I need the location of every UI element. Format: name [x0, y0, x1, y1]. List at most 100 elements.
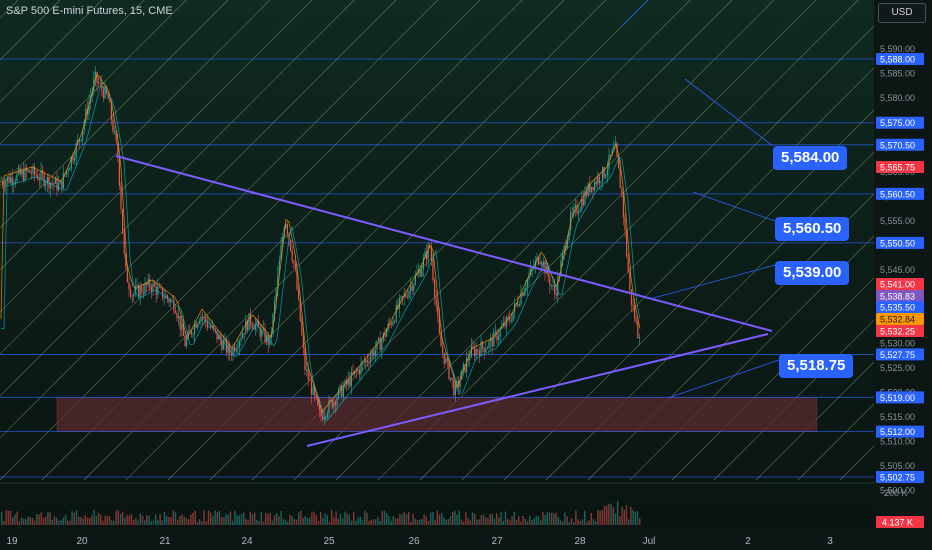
candle-body [326, 413, 328, 418]
volume-bar [533, 518, 535, 525]
volume-bar [566, 516, 568, 525]
volume-bar [394, 518, 397, 525]
volume-bar [236, 515, 238, 525]
volume-bar [586, 521, 588, 525]
candle-body [94, 72, 96, 80]
volume-bar [333, 517, 335, 525]
candle-body [19, 168, 21, 175]
candle-body [51, 182, 53, 184]
candle-body [150, 287, 152, 292]
volume-bar [392, 515, 394, 525]
candle-body [555, 293, 557, 296]
candle-body [45, 183, 47, 186]
candle-body [536, 257, 538, 262]
volume-bar [89, 517, 91, 525]
candle-body [493, 331, 495, 347]
candle-body [298, 289, 300, 300]
price-tag [876, 301, 924, 313]
price-callout[interactable]: 5,560.50 [775, 217, 850, 241]
volume-bar [500, 512, 502, 525]
volume-bar [553, 513, 555, 525]
volume-bar [84, 515, 86, 525]
volume-bar [300, 510, 302, 525]
volume-bar [355, 520, 357, 525]
date-tick-label: 3 [827, 536, 833, 547]
candle-body [421, 268, 423, 277]
volume-bar [42, 517, 45, 525]
candle-body [67, 170, 69, 172]
candle-body [496, 331, 498, 341]
volume-bar [575, 510, 577, 525]
candle-body [104, 86, 106, 98]
price-tick-label: 5,525.00 [880, 363, 915, 373]
candle-body [573, 208, 575, 214]
candle-body [507, 317, 509, 318]
level-tag [876, 391, 924, 404]
candle-body [557, 276, 559, 296]
currency-button[interactable]: USD [878, 3, 926, 23]
candle-body [405, 294, 407, 297]
candle-body [78, 139, 80, 141]
candle-body [630, 289, 632, 305]
candle-body [523, 290, 525, 296]
volume-bar [86, 517, 89, 525]
channel-line [0, 0, 187, 187]
candle-body [446, 358, 448, 361]
volume-bar [194, 510, 196, 525]
level-tag [876, 138, 924, 151]
volume-bar [357, 517, 359, 525]
volume-bar [179, 516, 181, 525]
volume-bar [502, 520, 504, 525]
volume-bar [150, 521, 152, 525]
candle-body [490, 338, 492, 342]
candle-body [541, 262, 543, 266]
lower-trendline [306, 333, 769, 447]
candle-body [522, 293, 524, 296]
candle-body [210, 326, 212, 328]
volume-bar [100, 514, 102, 525]
candle-body [24, 167, 26, 181]
candle-body [384, 332, 386, 337]
volume-bar [493, 518, 496, 525]
candle-body [589, 183, 591, 192]
volume-bar [507, 519, 509, 525]
volume-bar [562, 521, 564, 525]
candle-body [304, 347, 306, 371]
volume-bar [375, 519, 377, 525]
candle-body [62, 173, 64, 189]
candle-body [266, 334, 268, 343]
candle-body [333, 401, 335, 408]
volume-bar [122, 511, 124, 525]
volume-bar [115, 510, 117, 525]
volume-bar [212, 516, 214, 525]
volume-bar [148, 515, 150, 525]
price-tag-label: 5,538.83 [880, 292, 915, 302]
candle-body [299, 299, 301, 322]
candle-body [16, 173, 18, 182]
volume-bar [491, 513, 493, 525]
price-callout[interactable]: 5,518.75 [779, 354, 854, 378]
volume-bar [133, 520, 135, 525]
candle-body [520, 293, 522, 305]
candle-body [178, 315, 180, 319]
price-tag-label: 5,532.84 [880, 315, 915, 325]
volume-bar [196, 521, 199, 525]
volume-bar [126, 514, 128, 525]
price-callout[interactable]: 5,539.00 [775, 261, 850, 285]
volume-bar [348, 514, 350, 525]
volume-bar [452, 511, 454, 525]
volume-bar [56, 517, 58, 525]
volume-bar [3, 520, 5, 525]
candle-body [427, 244, 429, 260]
volume-bar [177, 520, 179, 525]
level-tag [876, 187, 924, 200]
volume-bar [256, 519, 258, 525]
candle-body [445, 358, 447, 364]
channel-line [209, 0, 691, 481]
volume-bar [469, 520, 471, 525]
candle-body [254, 324, 256, 330]
price-callout[interactable]: 5,584.00 [773, 146, 848, 170]
level-tag-label: 5,502.75 [880, 473, 915, 483]
volume-bar [498, 517, 500, 525]
candle-body [222, 341, 224, 350]
